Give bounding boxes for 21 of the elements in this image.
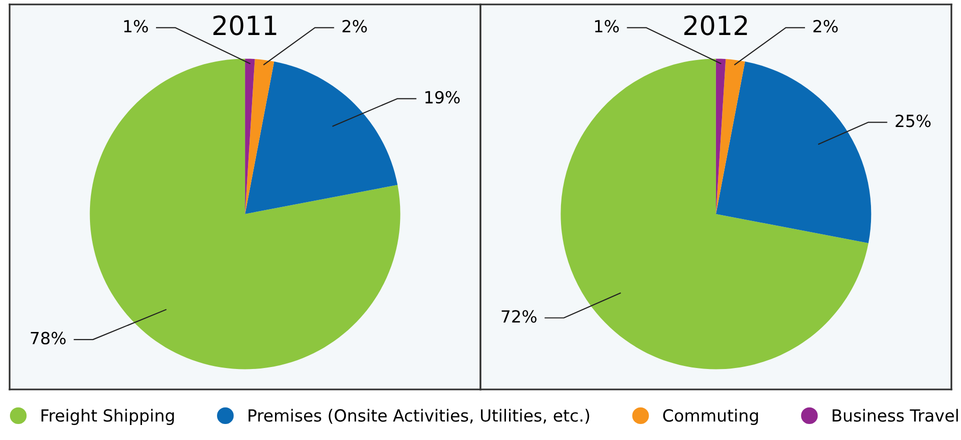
data-label: 19% (425, 90, 460, 104)
data-label: 2% (813, 20, 838, 33)
pie-slice (245, 58, 255, 214)
pie-slice (245, 59, 274, 214)
legend-label: Commuting (663, 408, 758, 425)
data-label: 1% (124, 20, 148, 33)
legend-label: Business Travel (832, 408, 958, 422)
chart-title: 2012 (684, 15, 747, 36)
pie-slice (245, 61, 398, 214)
pie-slice (716, 59, 746, 214)
data-label: 78% (30, 332, 66, 344)
data-label: 25% (896, 114, 931, 128)
pie-slice (90, 58, 400, 370)
data-label: 2% (342, 20, 367, 33)
pie-slice (716, 61, 872, 244)
legend-label: Premises (Onsite Activities, Utilities, etc.) (248, 408, 590, 424)
data-label: 1% (595, 20, 619, 33)
chart-title: 2011 (213, 15, 276, 36)
data-label: 72% (502, 310, 536, 323)
pie-slice (560, 58, 868, 370)
legend-label: Freight Shipping (42, 408, 174, 425)
